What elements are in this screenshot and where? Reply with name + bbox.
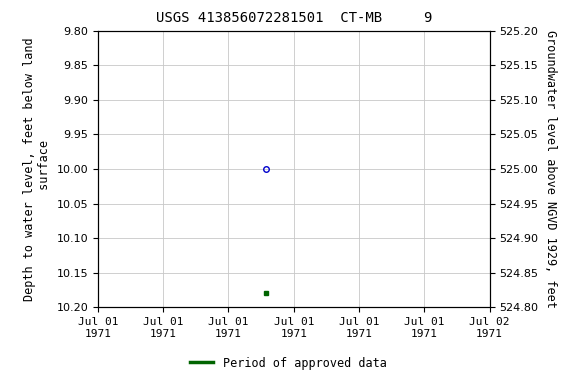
Legend: Period of approved data: Period of approved data <box>185 352 391 374</box>
Title: USGS 413856072281501  CT-MB     9: USGS 413856072281501 CT-MB 9 <box>156 12 432 25</box>
Y-axis label: Groundwater level above NGVD 1929, feet: Groundwater level above NGVD 1929, feet <box>544 30 557 308</box>
Y-axis label: Depth to water level, feet below land
 surface: Depth to water level, feet below land su… <box>23 37 51 301</box>
